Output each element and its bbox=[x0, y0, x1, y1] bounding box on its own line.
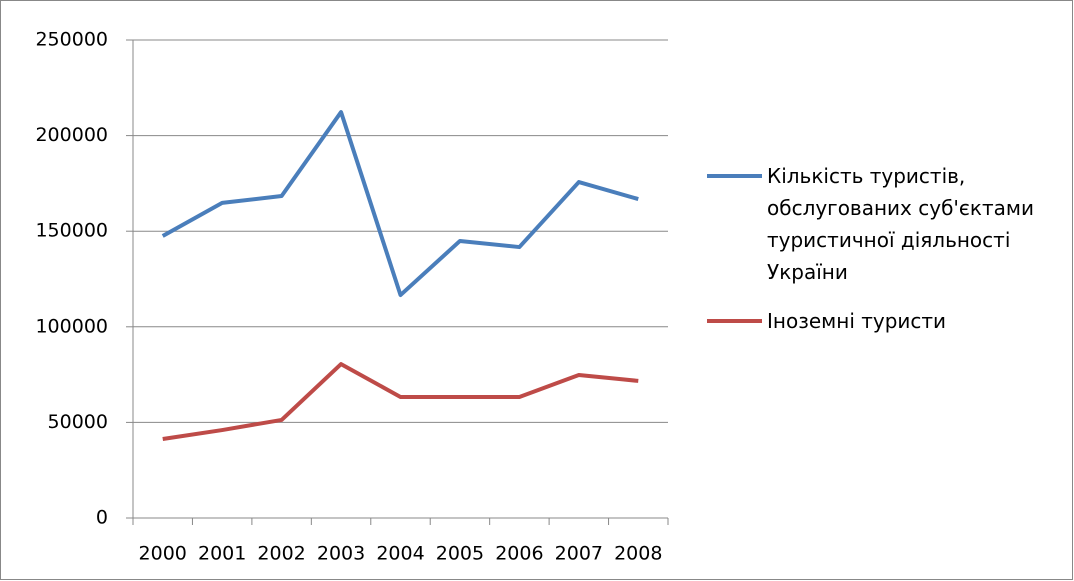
x-tick-label: 2005 bbox=[436, 543, 484, 565]
x-tick-label: 2006 bbox=[495, 543, 543, 565]
y-tick-label: 100000 bbox=[35, 315, 108, 337]
y-tick-label: 50000 bbox=[48, 411, 108, 433]
x-tick-label: 2000 bbox=[139, 543, 187, 565]
y-tick-label: 150000 bbox=[35, 220, 108, 242]
y-tick-label: 0 bbox=[96, 507, 108, 529]
x-tick-label: 2001 bbox=[198, 543, 246, 565]
x-tick-label: 2004 bbox=[376, 543, 424, 565]
series-line bbox=[161, 110, 639, 298]
series-line bbox=[162, 362, 639, 442]
legend-label: Кількість туристів, обслугованих суб'єкт… bbox=[767, 164, 1034, 284]
x-tick-label: 2007 bbox=[555, 543, 603, 565]
legend-label: Іноземні туристи bbox=[767, 309, 947, 333]
x-tick-label: 2003 bbox=[317, 543, 365, 565]
x-tick-label: 2008 bbox=[614, 543, 662, 565]
y-tick-label: 250000 bbox=[35, 29, 108, 51]
y-tick-label: 200000 bbox=[35, 124, 108, 146]
x-tick-label: 2002 bbox=[257, 543, 305, 565]
